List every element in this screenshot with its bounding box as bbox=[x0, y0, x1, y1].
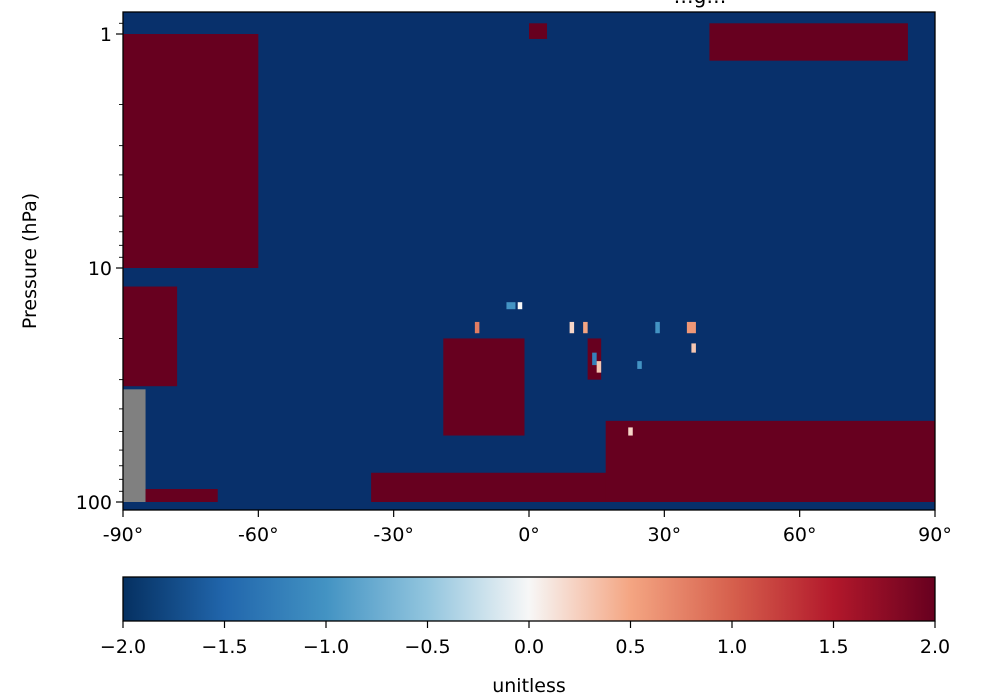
heatmap-cell-5 bbox=[371, 472, 620, 502]
heatmap-cell-9 bbox=[709, 23, 908, 61]
colorbar-tick-label: 1.5 bbox=[818, 636, 848, 658]
heatmap-cell-21 bbox=[691, 343, 696, 353]
colorbar-label: unitless bbox=[492, 675, 566, 697]
colorbar-axis: −2.0 −1.5 −1.0 −0.5 0.0 0.5 1.0 1.5 2.0 bbox=[100, 621, 950, 658]
heatmap-cell-17 bbox=[628, 427, 633, 436]
heatmap-cell-2 bbox=[123, 389, 146, 502]
heatmap-cell-13 bbox=[569, 321, 575, 334]
x-tick-label: -60° bbox=[238, 524, 279, 546]
heatmap-cells bbox=[123, 23, 935, 502]
colorbar bbox=[122, 576, 936, 622]
x-tick-label: 90° bbox=[918, 524, 952, 546]
colorbar-tick-label: −0.5 bbox=[404, 636, 450, 658]
x-axis: -90° -60° -30° 0° 30° 60° 90° bbox=[103, 510, 952, 546]
x-tick-label: -30° bbox=[373, 524, 414, 546]
colorbar-tick-label: 0.5 bbox=[615, 636, 645, 658]
heatmap-cell-14 bbox=[583, 321, 588, 334]
heatmap-cell-0 bbox=[123, 34, 259, 268]
x-tick-label: -90° bbox=[103, 524, 144, 546]
heatmap-cell-20 bbox=[686, 321, 696, 334]
heatmap-cell-18 bbox=[637, 361, 642, 369]
colorbar-tick-label: 1.0 bbox=[717, 636, 747, 658]
heatmap-cell-10 bbox=[506, 302, 516, 310]
heatmap-cell-3 bbox=[145, 489, 218, 502]
heatmap-cell-16 bbox=[596, 361, 602, 373]
x-tick-label: 30° bbox=[647, 524, 681, 546]
chart-title: …g… bbox=[674, 0, 727, 8]
x-tick-label: 60° bbox=[783, 524, 817, 546]
colorbar-tick-label: −2.0 bbox=[100, 636, 146, 658]
y-tick-label: 100 bbox=[76, 492, 112, 514]
heatmap-plot-area bbox=[122, 11, 936, 511]
y-tick-label: 10 bbox=[88, 258, 112, 280]
colorbar-tick-label: −1.0 bbox=[303, 636, 349, 658]
heatmap-cell-11 bbox=[517, 302, 523, 310]
heatmap-cell-6 bbox=[529, 23, 548, 39]
colorbar-tick-label: −1.5 bbox=[201, 636, 247, 658]
x-tick-label: 0° bbox=[518, 524, 540, 546]
y-tick-label: 1 bbox=[100, 24, 112, 46]
colorbar-tick-label: 2.0 bbox=[920, 636, 950, 658]
heatmap-cell-8 bbox=[605, 420, 935, 502]
heatmap-cell-1 bbox=[123, 286, 178, 387]
heatmap-cell-15 bbox=[592, 352, 597, 366]
y-axis: 1 10 100 bbox=[76, 22, 123, 514]
heatmap-cell-19 bbox=[655, 321, 660, 334]
heatmap-cell-4 bbox=[443, 338, 525, 436]
colorbar-tick-label: 0.0 bbox=[514, 636, 544, 658]
y-axis-label: Pressure (hPa) bbox=[19, 193, 41, 329]
heatmap-cell-12 bbox=[474, 321, 480, 334]
